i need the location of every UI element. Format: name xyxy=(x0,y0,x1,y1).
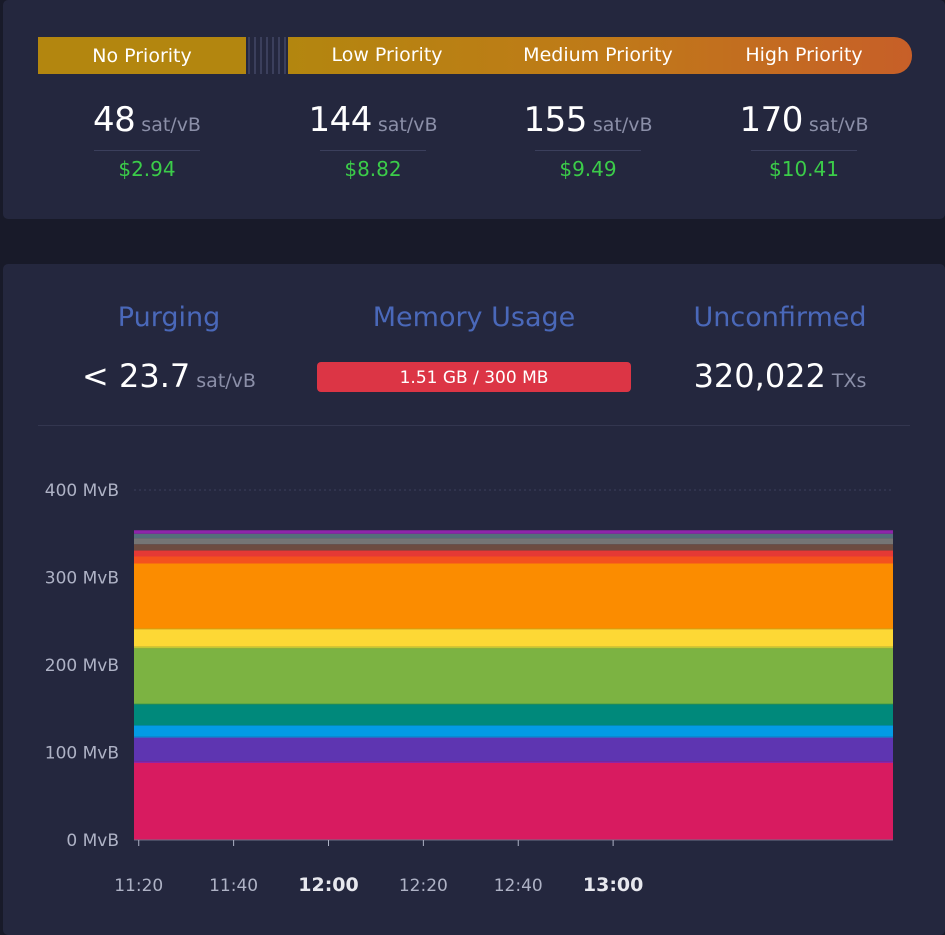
area-band xyxy=(134,646,893,649)
purging-title: Purging xyxy=(117,302,221,333)
memory-usage-bar: 1.51 GB / 300 MB xyxy=(317,362,631,392)
purging-rate: < 23.7 xyxy=(82,357,191,395)
y-tick-label: 0 MvB xyxy=(66,831,119,851)
y-tick-label: 300 MvB xyxy=(45,569,119,589)
priority-separator xyxy=(248,37,288,74)
x-tick-label: 11:20 xyxy=(114,876,163,896)
area-band xyxy=(134,704,893,726)
x-tick-label: 13:00 xyxy=(583,874,643,896)
paid-priority-bar: Low Priority Medium Priority High Priori… xyxy=(288,37,912,74)
fee-unit: sat/vB xyxy=(808,114,869,136)
fee-usd: $2.94 xyxy=(118,157,176,181)
x-tick-label: 12:20 xyxy=(399,876,448,896)
fee-usd: $8.82 xyxy=(344,157,402,181)
section-divider xyxy=(38,425,910,426)
fee-divider xyxy=(94,150,200,151)
unconfirmed-unit: TXs xyxy=(831,370,867,392)
area-band xyxy=(134,530,893,534)
fees-card: No Priority Low Priority Medium Priority… xyxy=(3,0,945,219)
fee-rate: 48 xyxy=(93,100,136,140)
medium-priority-fee: 155 sat/vB $9.49 xyxy=(483,100,693,181)
area-band xyxy=(134,725,893,737)
area-band xyxy=(134,736,893,738)
memory-usage-title: Memory Usage xyxy=(372,302,576,333)
axis-layer: 0 MvB 100 MvB 200 MvB 300 MvB 400 MvB 11:20 11… xyxy=(45,481,893,896)
fee-rate: 155 xyxy=(523,100,587,140)
area-bands xyxy=(134,530,893,840)
area-band xyxy=(134,761,893,763)
unconfirmed-value: 320,022 TXs xyxy=(660,357,900,395)
no-priority-fee: 48 sat/vB $2.94 xyxy=(42,100,252,181)
y-tick-label: 200 MvB xyxy=(45,656,119,676)
fee-unit: sat/vB xyxy=(141,114,201,136)
area-band xyxy=(134,550,893,557)
area-band xyxy=(134,556,893,564)
mempool-size-chart: 0 MvB 100 MvB 200 MvB 300 MvB 400 MvB 11:20 11… xyxy=(45,481,893,896)
low-priority-label: Low Priority xyxy=(331,44,443,66)
x-tick-label: 12:40 xyxy=(494,876,543,896)
high-priority-label: High Priority xyxy=(745,44,863,66)
area-band xyxy=(134,533,893,539)
no-priority-label: No Priority xyxy=(92,44,192,67)
y-tick-label: 100 MvB xyxy=(45,744,119,764)
area-band xyxy=(134,763,893,840)
high-priority-fee: 170 sat/vB $10.41 xyxy=(699,100,909,181)
purging-value: < 23.7 sat/vB xyxy=(49,357,289,395)
area-band xyxy=(134,563,893,629)
fee-unit: sat/vB xyxy=(377,114,438,136)
fee-divider xyxy=(535,150,641,151)
no-priority-bar: No Priority xyxy=(38,37,246,74)
y-tick-label: 400 MvB xyxy=(45,481,119,501)
area-band xyxy=(134,629,893,647)
fee-rate: 144 xyxy=(308,100,372,140)
fee-usd: $9.49 xyxy=(559,157,617,181)
low-priority-fee: 144 sat/vB $8.82 xyxy=(268,100,478,181)
area-band xyxy=(134,628,893,630)
medium-priority-label: Medium Priority xyxy=(523,44,673,66)
area-band xyxy=(134,737,893,762)
fee-rate: 170 xyxy=(739,100,803,140)
unconfirmed-count: 320,022 xyxy=(693,357,826,395)
unconfirmed-title: Unconfirmed xyxy=(693,302,867,333)
area-band xyxy=(134,544,893,551)
purging-unit: sat/vB xyxy=(196,370,256,392)
fee-divider xyxy=(751,150,857,151)
fee-usd: $10.41 xyxy=(769,157,839,181)
fee-divider xyxy=(320,150,426,151)
x-tick-label: 11:40 xyxy=(209,876,258,896)
x-tick-label: 12:00 xyxy=(298,874,358,896)
area-band xyxy=(134,648,893,704)
area-band xyxy=(134,703,893,705)
area-band xyxy=(134,538,893,545)
fee-unit: sat/vB xyxy=(592,114,653,136)
